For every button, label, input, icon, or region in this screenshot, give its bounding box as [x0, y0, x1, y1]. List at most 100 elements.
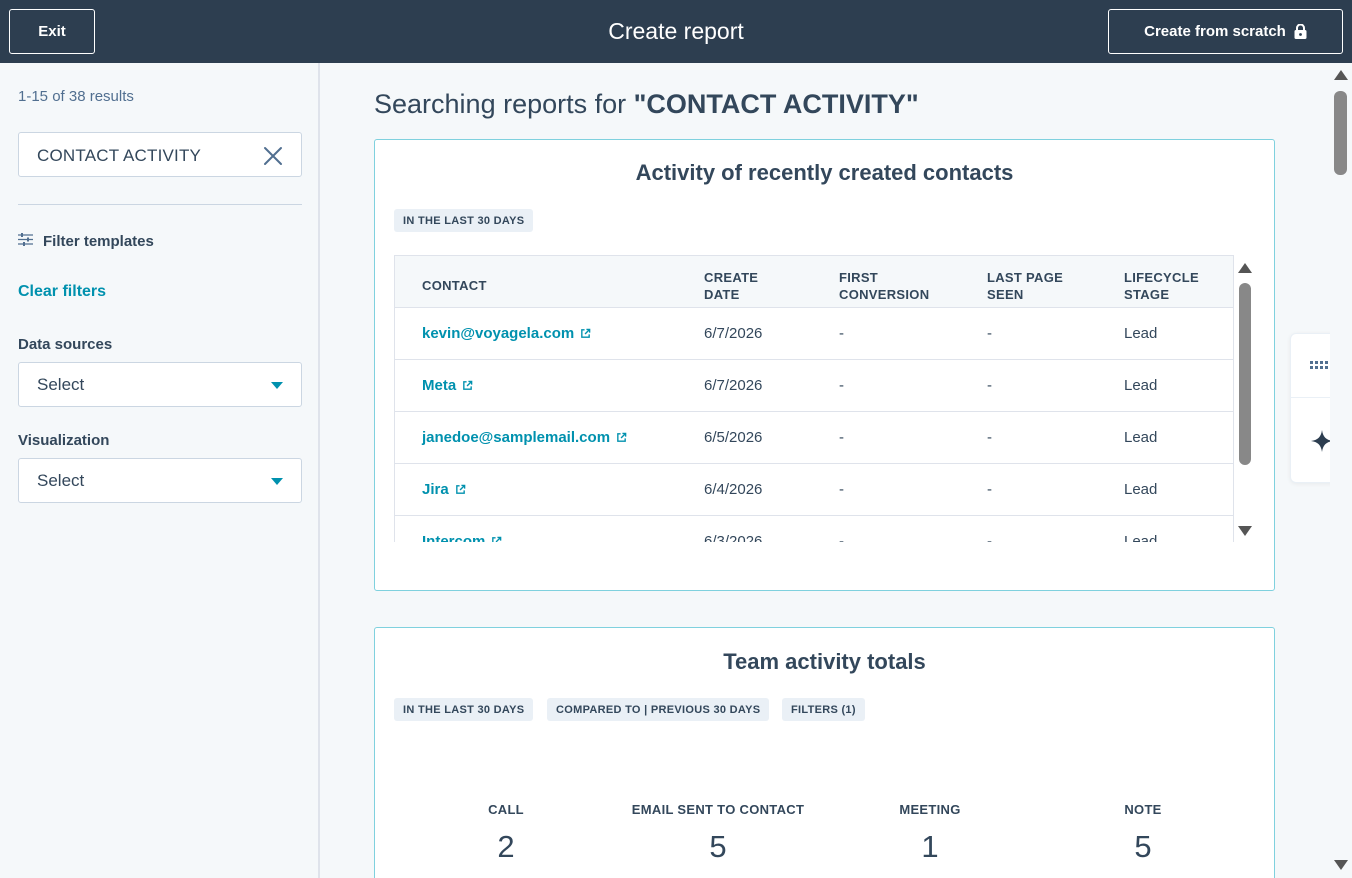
metric-value: 2 — [497, 829, 515, 864]
last-page-seen-cell: - — [987, 481, 992, 498]
exit-button[interactable]: Exit — [9, 9, 95, 54]
contact-link[interactable]: Intercom — [422, 533, 502, 542]
contact-name: Meta — [422, 377, 457, 394]
metric-label: MEETING — [899, 802, 961, 817]
exit-button-label: Exit — [38, 23, 66, 40]
lifecycle-stage-cell: Lead — [1124, 325, 1158, 342]
close-icon[interactable] — [263, 146, 283, 166]
metric-call: CALL 2 — [391, 802, 621, 865]
create-date-cell: 6/7/2026 — [704, 325, 763, 342]
visualization-label: Visualization — [18, 432, 110, 449]
external-link-icon — [581, 328, 591, 338]
page-title: Create report — [608, 18, 744, 44]
sparkle-icon[interactable] — [1309, 428, 1335, 454]
first-conversion-cell: - — [839, 429, 844, 446]
lifecycle-stage-cell: Lead — [1124, 377, 1158, 394]
search-results-heading: Searching reports for "CONTACT ACTIVITY" — [374, 89, 919, 120]
metric-value: 1 — [921, 829, 939, 864]
scroll-up-arrow-icon[interactable] — [1334, 70, 1348, 80]
report-card-contacts-activity[interactable]: Activity of recently created contacts IN… — [374, 139, 1275, 591]
contact-link[interactable]: kevin@voyagela.com — [422, 325, 591, 342]
metric-meeting: MEETING 1 — [815, 802, 1045, 865]
visualization-value: Select — [37, 471, 85, 490]
first-conversion-cell: - — [839, 377, 844, 394]
first-conversion-cell: - — [839, 533, 844, 542]
contact-link[interactable]: Meta — [422, 377, 473, 394]
column-header-line: LAST PAGE — [987, 270, 1064, 285]
search-heading-query: "CONTACT ACTIVITY" — [633, 89, 919, 119]
data-sources-label: Data sources — [18, 336, 113, 353]
metric-value: 5 — [709, 829, 727, 864]
lifecycle-stage-cell: Lead — [1124, 533, 1158, 542]
report-card-team-activity[interactable]: Team activity totals IN THE LAST 30 DAYS… — [374, 627, 1275, 878]
card-title: Team activity totals — [723, 649, 926, 674]
create-date-cell: 6/3/2026 — [704, 533, 763, 542]
metric-label: CALL — [488, 802, 524, 817]
contact-link[interactable]: janedoe@samplemail.com — [422, 429, 627, 446]
contact-name: Jira — [422, 481, 449, 498]
metric-value: 5 — [1134, 829, 1152, 864]
last-page-seen-cell: - — [987, 429, 992, 446]
search-heading-prefix: Searching reports for — [374, 89, 634, 119]
column-header-line: DATE — [704, 287, 740, 302]
comparison-tag: COMPARED TO | PREVIOUS 30 DAYS — [547, 698, 770, 721]
card-title: Activity of recently created contacts — [635, 160, 1014, 185]
date-range-tag: IN THE LAST 30 DAYS — [394, 209, 534, 232]
column-header-line: FIRST — [839, 270, 879, 285]
visualization-select[interactable]: Select — [18, 458, 302, 503]
last-page-seen-cell: - — [987, 377, 992, 394]
table-row: Meta 6/7/2026 - - Lead — [395, 360, 1233, 412]
filter-templates-label: Filter templates — [43, 233, 154, 250]
scroll-up-arrow-icon[interactable] — [1238, 263, 1252, 273]
scroll-down-arrow-icon[interactable] — [1334, 860, 1348, 870]
table-scrollbar[interactable] — [1237, 261, 1253, 539]
contacts-table: CONTACT CREATE DATE FIRST CONVERSION LAS… — [394, 255, 1234, 542]
contact-name: Intercom — [422, 533, 486, 542]
lock-icon — [1294, 23, 1307, 39]
contact-name: janedoe@samplemail.com — [422, 429, 611, 446]
filters-tag: FILTERS (1) — [782, 698, 865, 721]
table-row: janedoe@samplemail.com 6/5/2026 - - Lead — [395, 412, 1233, 464]
column-header-line: CREATE — [704, 270, 759, 285]
search-input[interactable]: CONTACT ACTIVITY — [18, 132, 302, 177]
data-sources-select[interactable]: Select — [18, 362, 302, 407]
page-scrollbar[interactable] — [1330, 63, 1352, 878]
create-from-scratch-label: Create from scratch — [1144, 23, 1286, 40]
contact-link[interactable]: Jira — [422, 481, 466, 498]
last-page-seen-cell: - — [987, 533, 992, 542]
sliders-icon — [18, 233, 33, 250]
create-from-scratch-button[interactable]: Create from scratch — [1108, 9, 1343, 54]
main-content: Searching reports for "CONTACT ACTIVITY"… — [322, 63, 1330, 878]
results-count: 1-15 of 38 results — [18, 88, 134, 105]
column-header-first-conversion: FIRST CONVERSION — [839, 269, 929, 303]
scroll-down-arrow-icon[interactable] — [1238, 526, 1252, 536]
scrollbar-thumb[interactable] — [1239, 283, 1251, 465]
first-conversion-cell: - — [839, 325, 844, 342]
rail-divider — [1291, 397, 1352, 398]
create-date-cell: 6/5/2026 — [704, 429, 763, 446]
metric-label: EMAIL SENT TO CONTACT — [631, 802, 805, 817]
external-link-icon — [455, 484, 466, 494]
lifecycle-stage-cell: Lead — [1124, 481, 1158, 498]
external-link-icon — [463, 380, 473, 390]
column-header-line: LIFECYCLE — [1124, 270, 1199, 285]
column-header-lifecycle-stage: LIFECYCLE STAGE — [1124, 269, 1199, 303]
column-header-create-date: CREATE DATE — [704, 269, 758, 303]
metric-email-sent: EMAIL SENT TO CONTACT 5 — [603, 802, 833, 865]
metric-note: NOTE 5 — [1028, 802, 1258, 865]
table-row: kevin@voyagela.com 6/7/2026 - - Lead — [395, 308, 1233, 360]
filter-sidebar: 1-15 of 38 results CONTACT ACTIVITY Filt… — [0, 63, 320, 878]
scrollbar-thumb[interactable] — [1334, 91, 1347, 175]
column-header-line: CONVERSION — [839, 287, 930, 302]
create-date-cell: 6/7/2026 — [704, 377, 763, 394]
top-bar: Exit Create report Create from scratch — [0, 0, 1352, 63]
clear-filters-link[interactable]: Clear filters — [18, 283, 107, 300]
caret-down-icon — [271, 478, 283, 485]
column-header-line: SEEN — [987, 287, 1024, 302]
date-range-tag: IN THE LAST 30 DAYS — [394, 698, 534, 721]
first-conversion-cell: - — [839, 481, 844, 498]
lifecycle-stage-cell: Lead — [1124, 429, 1158, 446]
create-date-cell: 6/4/2026 — [704, 481, 763, 498]
caret-down-icon — [271, 382, 283, 389]
data-sources-value: Select — [37, 375, 85, 394]
